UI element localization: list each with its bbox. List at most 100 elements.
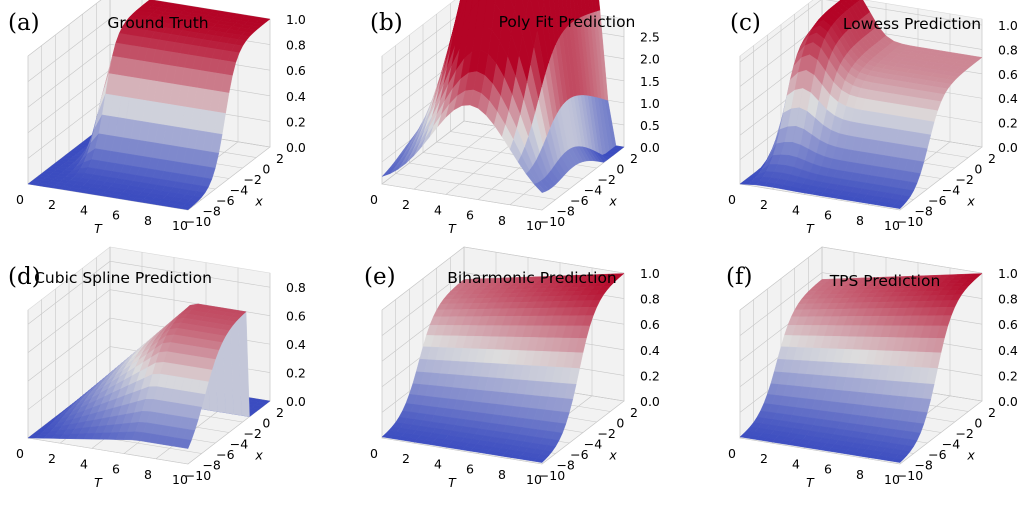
y-tick-label: −10 [897, 214, 923, 229]
x-tick-label: 10 [884, 472, 900, 487]
y-tick-label: 2 [988, 405, 996, 420]
x-tick-label: 2 [48, 451, 56, 466]
x-axis-label: T [806, 221, 815, 236]
x-tick-label: 10 [526, 472, 542, 487]
z-tick-label: 0.4 [998, 91, 1018, 106]
z-tick-label: 0.6 [998, 67, 1018, 82]
panel-title: Lowess Prediction [843, 15, 981, 33]
panel-label: (b) [370, 10, 403, 36]
z-tick-label: 0.8 [640, 292, 660, 307]
y-tick-label: −2 [955, 426, 973, 441]
x-tick-label: 4 [434, 202, 442, 217]
z-tick-label: 0.0 [286, 394, 306, 409]
x-tick-label: 6 [112, 208, 120, 223]
y-tick-label: −6 [216, 447, 234, 462]
panel-label: (f) [726, 264, 752, 290]
z-tick-label: 0.6 [286, 309, 306, 324]
z-tick-label: 0.5 [640, 118, 660, 133]
panel-title: Cubic Spline Prediction [34, 269, 212, 287]
y-tick-label: −8 [556, 458, 574, 473]
y-tick-label: −2 [597, 172, 615, 187]
y-axis-label: x [966, 193, 975, 208]
x-tick-label: 0 [728, 446, 736, 461]
y-axis-label: x [254, 193, 263, 208]
z-tick-label: 0.2 [640, 368, 660, 383]
y-tick-label: −4 [584, 183, 602, 198]
x-tick-label: 4 [80, 456, 88, 471]
y-tick-label: 0 [616, 162, 624, 177]
y-tick-label: −2 [243, 426, 261, 441]
surface-patch [533, 182, 546, 193]
y-tick-label: 0 [262, 162, 270, 177]
panel-title: TPS Prediction [829, 272, 941, 290]
panel-d: 0 2 4 6 8 10−10−8−6−4−2020.00.20.40.60.8Tx(d)… [8, 246, 306, 490]
z-tick-label: 1.0 [998, 266, 1018, 281]
z-tick-label: 0.2 [286, 366, 306, 381]
surface-patch [856, 0, 861, 2]
y-tick-label: 2 [276, 405, 284, 420]
x-tick-label: 8 [498, 213, 506, 228]
y-tick-label: −2 [597, 426, 615, 441]
y-tick-label: −8 [202, 458, 220, 473]
y-tick-label: 0 [262, 416, 270, 431]
z-tick-label: 2.0 [640, 52, 660, 67]
x-tick-label: 10 [526, 218, 542, 233]
y-tick-label: −2 [955, 172, 973, 187]
y-tick-label: 0 [616, 416, 624, 431]
x-axis-label: T [448, 475, 457, 490]
z-tick-label: 2.5 [640, 30, 660, 45]
surface-patch [891, 203, 904, 209]
x-tick-label: 6 [824, 462, 832, 477]
z-tick-label: 0.2 [998, 368, 1018, 383]
z-tick-label: 0.8 [286, 280, 306, 295]
y-tick-label: 2 [276, 151, 284, 166]
y-axis-label: x [254, 447, 263, 462]
z-tick-label: 0.4 [998, 343, 1018, 358]
x-tick-label: 8 [856, 467, 864, 482]
y-tick-label: −10 [897, 468, 923, 483]
x-tick-label: 6 [824, 208, 832, 223]
x-tick-label: 8 [856, 213, 864, 228]
y-tick-label: 0 [974, 162, 982, 177]
x-tick-label: 8 [144, 467, 152, 482]
x-tick-label: 2 [760, 451, 768, 466]
y-tick-label: −8 [914, 458, 932, 473]
z-tick-label: 0.4 [286, 337, 306, 352]
x-tick-label: 10 [172, 472, 188, 487]
panel-a: 0 2 4 6 8 10−10−8−6−4−2020.00.20.40.60.81.0Tx… [8, 0, 306, 236]
z-tick-label: 1.5 [640, 74, 660, 89]
y-tick-label: −4 [584, 437, 602, 452]
x-tick-label: 0 [16, 192, 24, 207]
surface-patch [179, 205, 192, 211]
panel-f: 0 2 4 6 8 10−10−8−6−4−2020.00.20.40.60.81.0Tx… [726, 246, 1018, 490]
x-tick-label: 0 [16, 446, 24, 461]
x-axis-label: T [94, 221, 103, 236]
x-axis-label: T [448, 221, 457, 236]
y-tick-label: −4 [942, 183, 960, 198]
z-tick-label: 1.0 [998, 18, 1018, 33]
y-tick-label: −10 [539, 468, 565, 483]
y-tick-label: 2 [988, 151, 996, 166]
x-tick-label: 6 [112, 462, 120, 477]
panel-c: 0 2 4 6 8 10−10−8−6−4−2020.00.20.40.60.81.0Tx… [728, 0, 1018, 236]
x-axis-label: T [94, 475, 103, 490]
x-tick-label: 8 [498, 467, 506, 482]
y-tick-label: 0 [974, 416, 982, 431]
x-tick-label: 4 [792, 202, 800, 217]
z-tick-label: 0.0 [640, 140, 660, 155]
x-tick-label: 8 [144, 213, 152, 228]
grid-line [739, 0, 983, 63]
y-tick-label: −4 [942, 437, 960, 452]
z-tick-label: 0.0 [640, 394, 660, 409]
z-tick-label: 1.0 [640, 266, 660, 281]
y-tick-label: −6 [928, 193, 946, 208]
z-tick-label: 0.8 [286, 38, 306, 53]
y-tick-label: −6 [570, 193, 588, 208]
y-tick-label: −10 [539, 214, 565, 229]
z-tick-label: 0.2 [286, 114, 306, 129]
z-tick-label: 0.0 [998, 140, 1018, 155]
y-tick-label: −4 [230, 437, 248, 452]
panel-e: 0 2 4 6 8 10−10−8−6−4−2020.00.20.40.60.81.0Tx… [364, 246, 660, 490]
z-tick-label: 0.8 [998, 292, 1018, 307]
x-tick-label: 6 [466, 462, 474, 477]
